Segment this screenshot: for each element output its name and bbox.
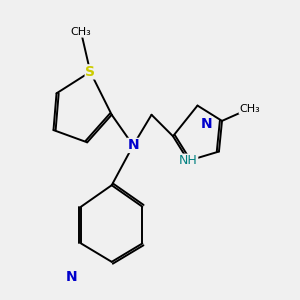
Text: N: N <box>127 138 139 152</box>
Text: N: N <box>201 117 212 131</box>
Text: CH₃: CH₃ <box>239 103 260 114</box>
Text: CH₃: CH₃ <box>71 27 92 37</box>
Text: N: N <box>66 270 78 284</box>
Text: NH: NH <box>179 154 198 167</box>
Text: S: S <box>85 65 95 79</box>
